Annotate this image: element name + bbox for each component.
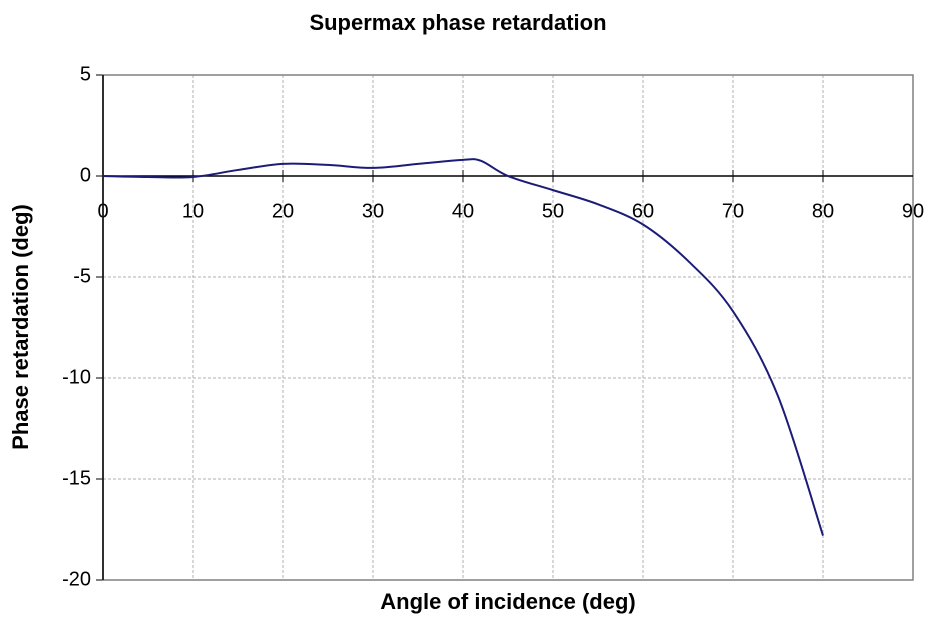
x-tick-label: 50: [542, 200, 564, 222]
x-tick-label: 70: [722, 200, 744, 222]
chart-title: Supermax phase retardation: [309, 10, 606, 35]
plot-border: [102, 74, 914, 581]
x-tick-label: 40: [452, 200, 474, 222]
y-tick-label: 5: [80, 63, 91, 85]
y-tick-label: -5: [73, 265, 91, 287]
x-tick-label: 60: [632, 200, 654, 222]
x-tick-label: 20: [272, 200, 294, 222]
x-tick-label: 80: [812, 200, 834, 222]
x-tick-label: 10: [182, 200, 204, 222]
y-tick-label: -10: [62, 366, 91, 388]
y-tick-label: -20: [62, 568, 91, 590]
data-line: [102, 158, 824, 536]
x-axis-label: Angle of incidence (deg): [380, 589, 635, 614]
y-tick-label: -15: [62, 467, 91, 489]
y-axis-label: Phase retardation (deg): [8, 204, 33, 450]
x-tick-label: 30: [362, 200, 384, 222]
y-tick-label: 0: [80, 164, 91, 186]
